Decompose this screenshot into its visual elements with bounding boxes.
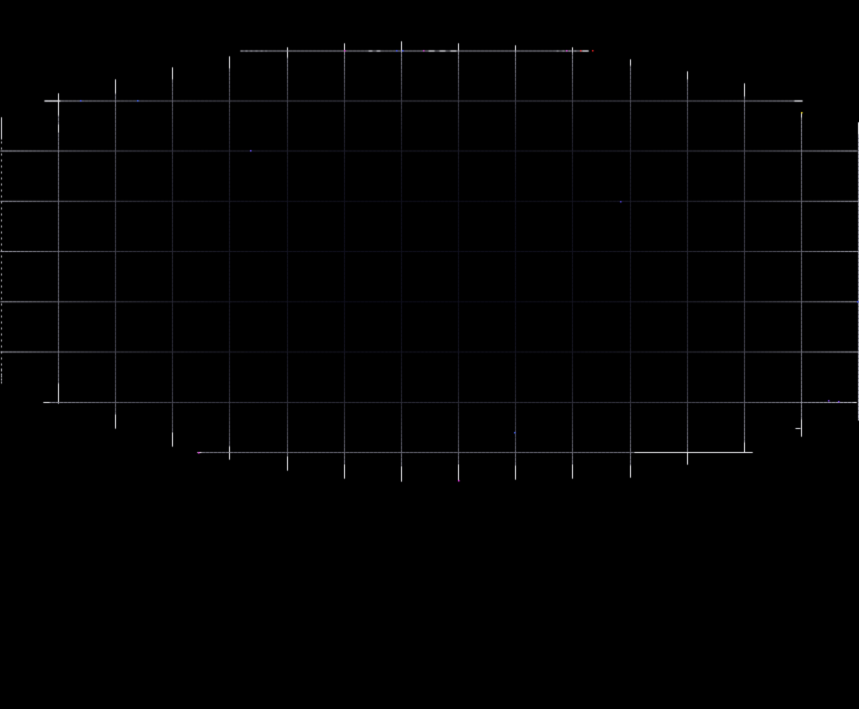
distortion-grid-canvas — [0, 0, 859, 709]
screenshot-root — [0, 0, 859, 709]
